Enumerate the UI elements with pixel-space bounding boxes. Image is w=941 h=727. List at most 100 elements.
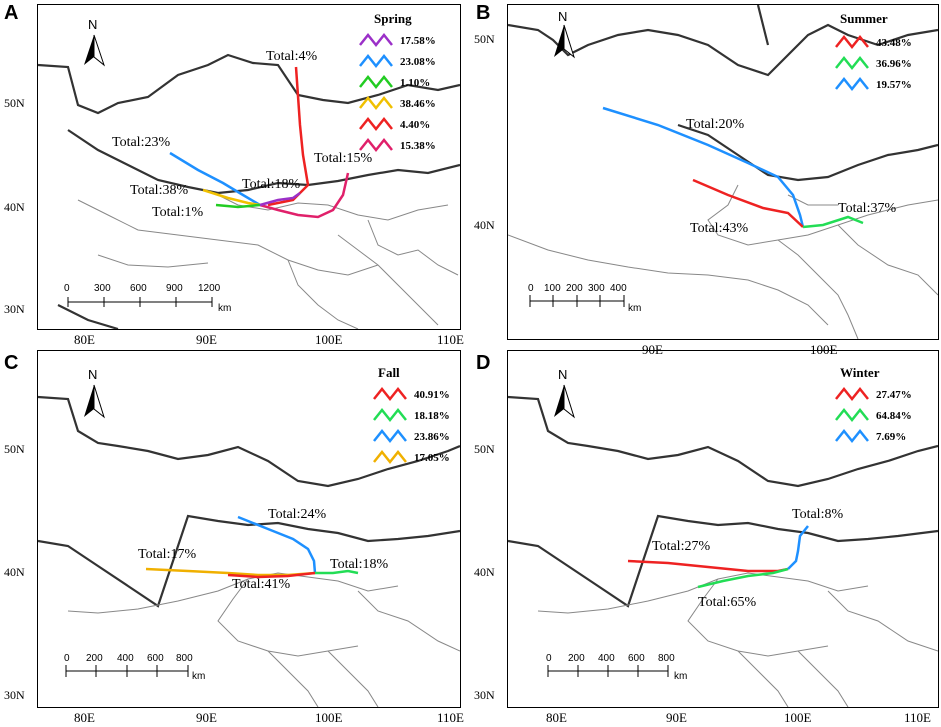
legend-b-item-1: 36.96% <box>876 58 912 70</box>
total-label-a-4: Total:18% <box>242 177 301 192</box>
scale-tick-c-1: 200 <box>86 653 103 664</box>
lon-label-100e-bottom-left: 100E <box>315 710 343 725</box>
season-title-b: Summer <box>840 11 888 26</box>
scale-tick-a-1: 300 <box>94 283 111 294</box>
map-c-svg <box>38 384 460 707</box>
map-b-svg <box>508 5 938 339</box>
scale-tick-d-0: 0 <box>546 653 552 664</box>
lon-label-90e-top-left: 90E <box>196 332 217 347</box>
lon-label-80e-bottom-right: 80E <box>546 710 567 725</box>
total-label-a-1: Total:23% <box>112 135 171 150</box>
lon-label-100e-top-left: 100E <box>315 332 343 347</box>
map-panel-d: N 0 200 400 600 800 km Winter 27.47% 64.… <box>507 350 939 708</box>
legend-c-item-2: 23.86% <box>414 431 450 443</box>
lon-label-90e-bottom-left: 90E <box>196 710 217 725</box>
scale-tick-c-2: 400 <box>117 653 134 664</box>
lat-label-40n-d: 40N <box>474 565 495 579</box>
total-label-d-2: Total:65% <box>698 595 757 610</box>
legend-d-item-2: 7.69% <box>876 431 907 443</box>
lat-label-30n-c: 30N <box>4 688 25 702</box>
scale-tick-a-2: 600 <box>130 283 147 294</box>
scale-tick-c-3: 600 <box>147 653 164 664</box>
total-label-c-1: Total:17% <box>138 547 197 562</box>
scale-tick-c-0: 0 <box>64 653 70 664</box>
legend-a-item-4: 4.40% <box>400 119 431 131</box>
legend-c-item-1: 18.18% <box>414 410 450 422</box>
panel-letter-b: B <box>476 2 491 24</box>
total-label-b-2: Total:43% <box>690 221 749 236</box>
map-a-svg <box>38 34 460 329</box>
total-label-d-1: Total:27% <box>652 539 711 554</box>
scale-tick-b-1: 100 <box>544 283 561 294</box>
scale-tick-b-0: 0 <box>528 283 534 294</box>
lat-label-40n-b: 40N <box>474 218 495 232</box>
legend-c-marks <box>373 386 407 465</box>
lon-label-110e-bottom-right: 110E <box>904 710 931 725</box>
lon-label-100e-top-right: 100E <box>810 342 838 357</box>
panel-letter-a: A <box>4 2 19 24</box>
lat-label-30n-a: 30N <box>4 302 25 316</box>
legend-a-item-0: 17.58% <box>400 35 436 47</box>
legend-c-item-0: 40.91% <box>414 389 450 401</box>
legend-c-item-3: 17.05% <box>414 452 450 464</box>
lon-label-110e-top-left: 110E <box>437 332 464 347</box>
lon-label-90e-top-right: 90E <box>642 342 663 357</box>
total-label-a-3: Total:38% <box>130 183 189 198</box>
scale-tick-b-4: 400 <box>610 283 627 294</box>
legend-a-item-5: 15.38% <box>400 140 436 152</box>
legend-b-item-0: 43.48% <box>876 37 912 49</box>
total-label-b-0: Total:20% <box>686 117 745 132</box>
lat-label-50n-c: 50N <box>4 442 25 456</box>
scale-tick-d-3: 600 <box>628 653 645 664</box>
lat-label-50n-b: 50N <box>474 32 495 46</box>
season-title-a: Spring <box>374 11 412 26</box>
lat-label-50n-d: 50N <box>474 442 495 456</box>
scale-unit-c: km <box>192 671 206 682</box>
lat-label-40n-c: 40N <box>4 565 25 579</box>
legend-d-item-1: 64.84% <box>876 410 912 422</box>
scale-tick-d-1: 200 <box>568 653 585 664</box>
legend-a-item-1: 23.08% <box>400 56 436 68</box>
legend-a-marks <box>359 32 393 153</box>
legend-d-item-0: 27.47% <box>876 389 912 401</box>
scale-unit-a: km <box>218 303 232 314</box>
north-label-a: N <box>88 17 98 32</box>
lon-label-80e-top-left: 80E <box>74 332 95 347</box>
lon-label-90e-bottom-right: 90E <box>666 710 687 725</box>
scale-tick-a-3: 900 <box>166 283 183 294</box>
lon-label-80e-bottom-left: 80E <box>74 710 95 725</box>
map-panel-b: N 0 100 200 300 400 km Summer 43.48% 36.… <box>507 4 939 340</box>
total-label-c-0: Total:24% <box>268 507 327 522</box>
scale-tick-b-3: 300 <box>588 283 605 294</box>
north-label-d: N <box>558 367 568 382</box>
scale-tick-d-4: 800 <box>658 653 675 664</box>
total-label-a-5: Total:1% <box>152 205 204 220</box>
map-d-svg <box>508 384 938 707</box>
lat-label-40n-a: 40N <box>4 200 25 214</box>
season-title-c: Fall <box>378 365 400 380</box>
legend-b-item-2: 19.57% <box>876 79 912 91</box>
north-label-c: N <box>88 367 98 382</box>
legend-d-marks <box>835 386 869 444</box>
scale-tick-b-2: 200 <box>566 283 583 294</box>
scale-tick-a-0: 0 <box>64 283 70 294</box>
total-label-c-2: Total:18% <box>330 557 389 572</box>
lat-label-50n-a: 50N <box>4 96 25 110</box>
panel-letter-c: C <box>4 352 19 374</box>
season-title-d: Winter <box>840 365 880 380</box>
scale-unit-b: km <box>628 303 642 314</box>
lat-label-30n-d: 30N <box>474 688 495 702</box>
lon-label-110e-bottom-left: 110E <box>437 710 464 725</box>
map-panel-a: N 0 300 600 900 1200 km Spring 17.58% 23… <box>37 4 461 330</box>
scale-tick-a-4: 1200 <box>198 283 221 294</box>
scale-tick-c-4: 800 <box>176 653 193 664</box>
north-label-b: N <box>558 9 568 24</box>
map-panel-c: N 0 200 400 600 800 km Fall 40.91% 18.18… <box>37 350 461 708</box>
total-label-a-2: Total:15% <box>314 151 373 166</box>
panel-letter-d: D <box>476 352 491 374</box>
scale-unit-d: km <box>674 671 688 682</box>
legend-a-item-2: 1.10% <box>400 77 431 89</box>
scale-tick-d-2: 400 <box>598 653 615 664</box>
total-label-a-0: Total:4% <box>266 49 318 64</box>
lon-label-100e-bottom-right: 100E <box>784 710 812 725</box>
